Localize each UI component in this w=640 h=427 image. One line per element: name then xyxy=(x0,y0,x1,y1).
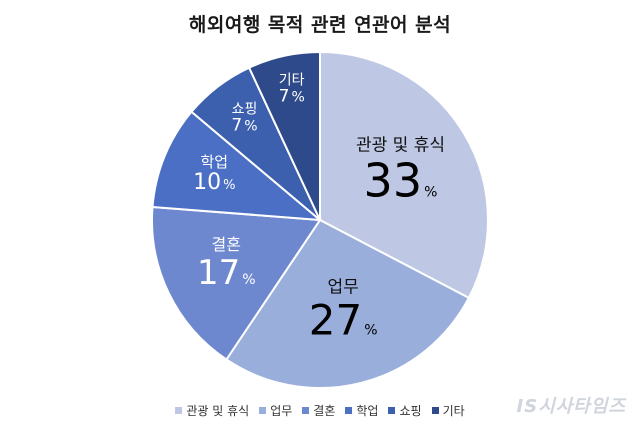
legend-item-5: 쇼핑 xyxy=(388,402,422,419)
legend-item-3: 결혼 xyxy=(302,402,335,419)
pie-slice-2 xyxy=(225,218,471,389)
chart-title: 해외여행 목적 관련 연관어 분석 xyxy=(188,14,452,36)
legend-swatch xyxy=(388,407,396,414)
slice-label-3: 결혼 xyxy=(212,235,241,254)
legend-swatch xyxy=(345,407,353,414)
pie-slice-6 xyxy=(247,50,321,221)
slice-value-6: 7% xyxy=(279,86,305,106)
slice-value-1: 33% xyxy=(364,154,438,208)
legend-label: 업무 xyxy=(270,404,293,418)
legend-label: 결혼 xyxy=(313,404,336,418)
legend-swatch xyxy=(259,407,267,414)
slice-label-2: 업무 xyxy=(328,277,359,297)
legend-swatch xyxy=(431,407,439,414)
legend-swatch xyxy=(175,407,183,414)
legend: 관광 및 휴식 업무 결혼 학업 쇼핑 기타 xyxy=(0,402,640,419)
pie-slice-3 xyxy=(151,205,322,361)
legend-label: 쇼핑 xyxy=(399,404,422,418)
legend-label: 학업 xyxy=(356,404,379,418)
slice-label-6: 기타 xyxy=(279,72,305,88)
pie-slice-1 xyxy=(319,50,489,300)
legend-swatch xyxy=(302,407,310,414)
slice-value-5: 7% xyxy=(231,116,257,136)
legend-label: 기타 xyxy=(442,404,465,418)
watermark-logo: IS시사타임즈 xyxy=(516,396,626,417)
slice-value-3: 17% xyxy=(197,253,256,293)
legend-label: 관광 및 휴식 xyxy=(186,404,250,418)
legend-item-1: 관광 및 휴식 xyxy=(175,402,249,419)
slice-label-1: 관광 및 휴식 xyxy=(356,136,445,156)
slice-label-5: 쇼핑 xyxy=(232,102,258,118)
slice-value-2: 27% xyxy=(309,295,378,344)
slice-value-4: 10% xyxy=(193,170,235,195)
legend-item-6: 기타 xyxy=(431,402,465,419)
legend-item-4: 학업 xyxy=(345,402,378,419)
pie-slice-4 xyxy=(151,110,324,222)
legend-item-2: 업무 xyxy=(259,402,292,419)
slice-label-4: 학업 xyxy=(200,153,228,171)
